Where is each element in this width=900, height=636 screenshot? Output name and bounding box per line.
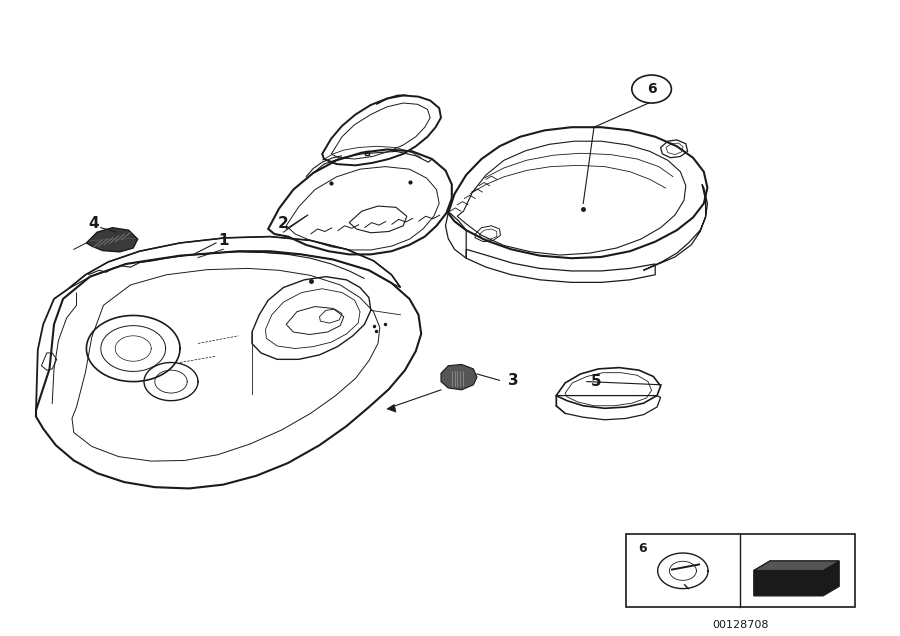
Polygon shape <box>754 561 839 596</box>
Text: 5: 5 <box>590 374 601 389</box>
Bar <box>626 534 855 607</box>
Polygon shape <box>441 364 477 390</box>
Polygon shape <box>387 404 396 412</box>
Text: 00128708: 00128708 <box>712 620 769 630</box>
Text: 6: 6 <box>638 542 647 555</box>
Circle shape <box>632 75 671 103</box>
Text: 4: 4 <box>88 216 99 232</box>
Polygon shape <box>86 228 138 252</box>
Text: 3: 3 <box>508 373 518 388</box>
Text: 1: 1 <box>218 233 229 248</box>
Text: 2: 2 <box>278 216 289 232</box>
Polygon shape <box>754 561 839 570</box>
Text: 6: 6 <box>647 82 656 96</box>
